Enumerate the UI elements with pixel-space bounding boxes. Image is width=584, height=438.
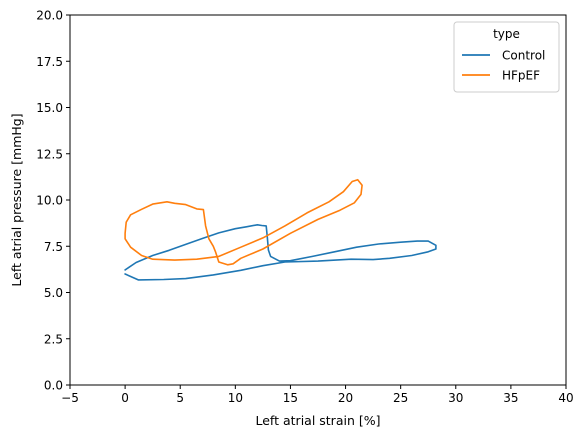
x-tick-label: 15 xyxy=(283,391,298,405)
x-tick-label: 0 xyxy=(121,391,129,405)
x-axis-ticks: −5 0 5 10 15 20 25 30 35 40 xyxy=(61,385,574,405)
legend-label-hfpef: HFpEF xyxy=(502,69,540,83)
x-tick-label: 30 xyxy=(448,391,463,405)
legend: type Control HFpEF xyxy=(453,21,560,93)
x-tick-label: 20 xyxy=(338,391,353,405)
legend-label-control: Control xyxy=(502,49,545,63)
x-axis-label: Left atrial strain [%] xyxy=(256,413,381,428)
series-layer xyxy=(124,178,437,281)
x-tick-label: 5 xyxy=(176,391,184,405)
legend-title: type xyxy=(493,27,520,41)
x-tick-label: 40 xyxy=(558,391,573,405)
y-tick-label: 12.5 xyxy=(36,147,63,161)
series-line-hfpef xyxy=(124,178,363,266)
y-axis-label: Left atrial pressure [mmHg] xyxy=(9,113,24,286)
series-line-control xyxy=(124,224,437,281)
y-tick-label: 7.5 xyxy=(44,240,63,254)
x-tick-label: 35 xyxy=(503,391,518,405)
x-tick-label: 10 xyxy=(228,391,243,405)
y-axis-ticks: 0.0 2.5 5.0 7.5 10.0 12.5 15.0 17.5 20.0 xyxy=(36,9,70,393)
y-tick-label: 15.0 xyxy=(36,101,63,115)
x-tick-label: −5 xyxy=(61,391,79,405)
y-tick-label: 5.0 xyxy=(44,286,63,300)
y-tick-label: 0.0 xyxy=(44,379,63,393)
y-tick-label: 17.5 xyxy=(36,55,63,69)
y-tick-label: 20.0 xyxy=(36,9,63,23)
x-tick-label: 25 xyxy=(393,391,408,405)
y-tick-label: 2.5 xyxy=(44,332,63,346)
y-tick-label: 10.0 xyxy=(36,194,63,208)
